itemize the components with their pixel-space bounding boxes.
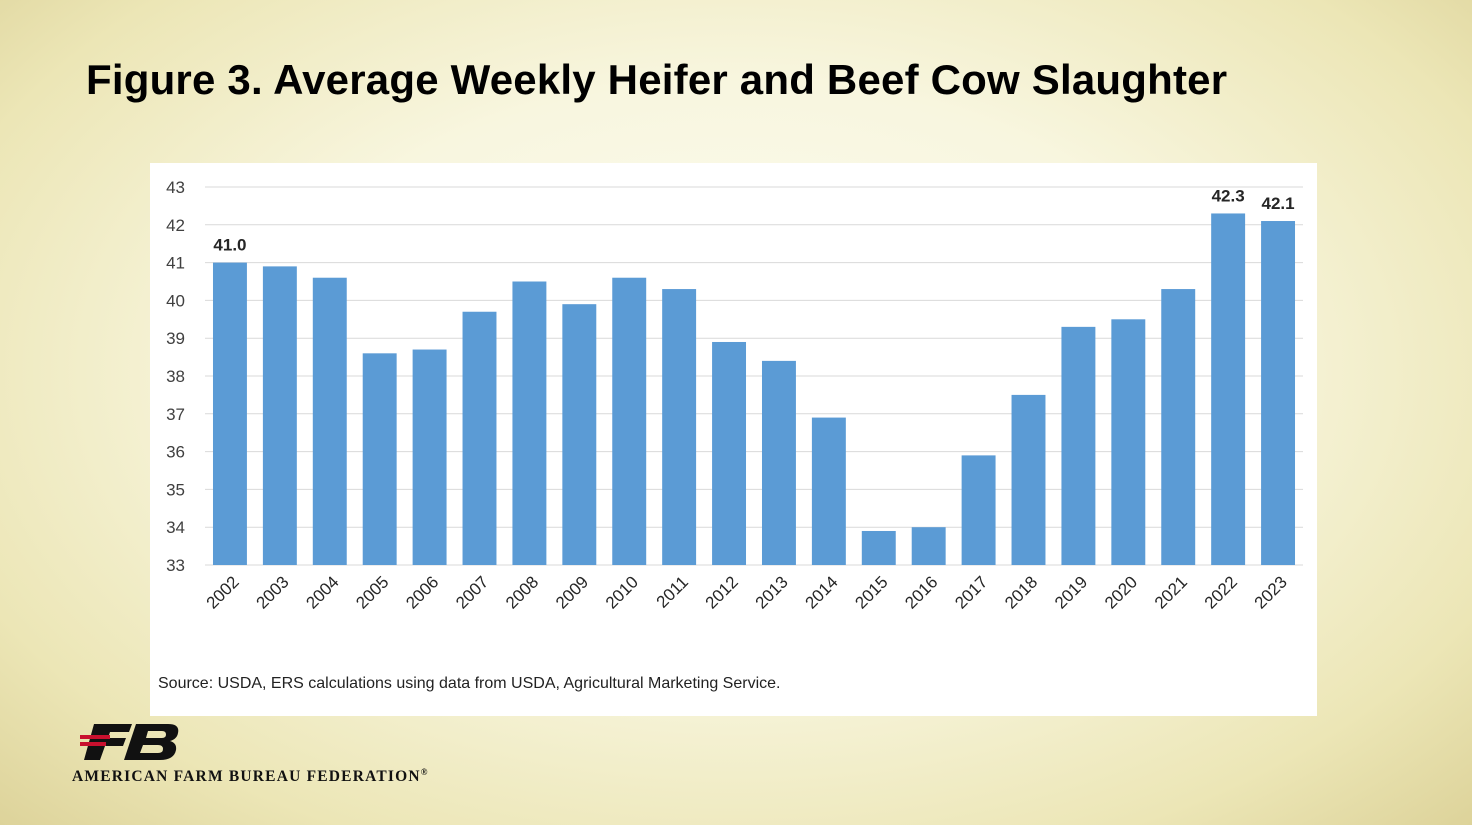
bar [212,262,247,565]
x-tick-label: 2013 [752,572,792,612]
bar [1111,319,1146,565]
x-tick-label: 2015 [851,572,891,612]
bar [961,455,996,565]
x-tick-label: 2021 [1151,572,1191,612]
registered-mark: ® [420,767,429,777]
bar [811,417,846,565]
bar [1161,289,1196,565]
x-tick-label: 2003 [253,572,293,612]
y-tick-label: 37 [166,405,185,424]
bar [662,289,697,565]
y-tick-label: 33 [166,556,185,575]
x-tick-label: 2014 [802,572,842,612]
x-tick-label: 2007 [452,572,492,612]
bar [911,527,946,565]
y-tick-label: 38 [166,367,185,386]
y-tick-label: 36 [166,443,185,462]
afbf-logo: AMERICAN FARM BUREAU FEDERATION® [72,722,532,792]
bar [761,360,796,565]
bar [512,281,547,565]
x-tick-label: 2016 [901,572,941,612]
y-tick-label: 40 [166,291,185,310]
bar [312,277,347,565]
data-label: 42.1 [1261,194,1294,213]
bar [712,341,747,565]
bar [861,530,896,565]
chart-panel: 33 34 35 36 37 38 39 40 41 42 43 2002 2003 2004 2005 20… [150,163,1317,716]
bar [362,353,397,565]
x-tick-label: 2022 [1201,572,1241,612]
x-tick-label: 2020 [1101,572,1141,612]
data-label: 41.0 [213,236,246,255]
x-tick-label: 2012 [702,572,742,612]
bar [1011,394,1046,565]
y-tick-label: 41 [166,254,185,273]
x-tick-label: 2005 [352,572,392,612]
x-tick-label: 2011 [653,572,692,611]
x-tick-label: 2018 [1001,572,1041,612]
x-tick-label: 2004 [302,572,342,612]
slide-title: Figure 3. Average Weekly Heifer and Beef… [86,56,1228,103]
logo-name: AMERICAN FARM BUREAU FEDERATION [72,768,421,786]
x-tick-label: 2010 [602,572,642,612]
y-tick-label: 39 [166,329,185,348]
y-tick-label: 35 [166,480,185,499]
x-tick-label: 2017 [951,572,991,612]
bar [262,266,297,565]
farm-bureau-logo-mark [80,724,179,760]
bar [462,311,497,565]
bar [1211,213,1246,565]
bar [612,277,647,565]
bar [1261,221,1296,565]
y-tick-label: 42 [166,216,185,235]
x-tick-label: 2008 [502,572,542,612]
y-tick-label: 34 [166,518,185,537]
bar [562,304,597,565]
x-tick-label: 2023 [1251,572,1291,612]
bar [412,349,447,565]
logo-wordmark: AMERICAN FARM BUREAU FEDERATION® [72,767,429,786]
x-tick-label: 2009 [552,572,592,612]
x-tick-label: 2006 [402,572,442,612]
y-tick-label: 43 [166,178,185,197]
chart-source: Source: USDA, ERS calculations using dat… [158,675,781,692]
data-label: 42.3 [1212,186,1245,205]
x-tick-label: 2002 [203,572,243,612]
bar [1061,326,1096,565]
x-tick-label: 2019 [1051,572,1091,612]
